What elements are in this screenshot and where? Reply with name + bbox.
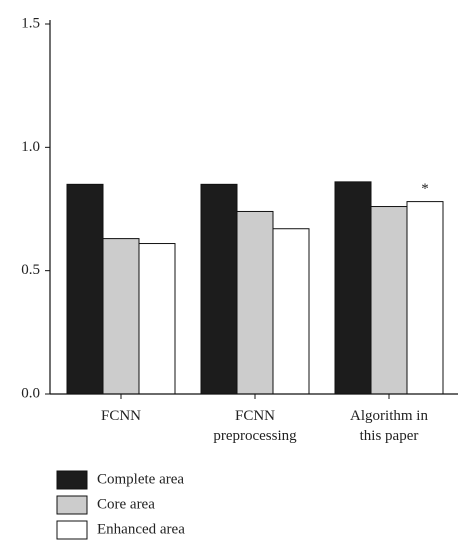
x-tick-label: FCNN xyxy=(100,408,141,424)
legend-label: Core area xyxy=(97,496,155,512)
y-tick-label: 0.5 xyxy=(21,262,40,278)
annotation: * xyxy=(421,181,429,197)
legend-swatch xyxy=(56,495,88,515)
y-tick-label: 0.0 xyxy=(21,385,40,401)
bar xyxy=(138,243,176,395)
bar xyxy=(200,183,238,395)
y-tick-label: 1.0 xyxy=(21,139,40,155)
bar xyxy=(66,183,104,395)
legend-label: Enhanced area xyxy=(97,521,185,537)
legend-swatch xyxy=(56,520,88,540)
x-tick-label: Algorithm in this paper xyxy=(350,408,428,444)
bar xyxy=(334,181,372,395)
bar xyxy=(272,228,310,395)
y-tick-label: 1.5 xyxy=(21,15,40,31)
x-tick-label: FCNN preprocessing xyxy=(213,408,297,444)
bar xyxy=(370,206,408,395)
bar xyxy=(102,238,140,395)
legend-label: Complete area xyxy=(97,471,184,487)
bar xyxy=(236,210,274,395)
legend-swatch xyxy=(56,470,88,490)
bar xyxy=(406,201,444,395)
